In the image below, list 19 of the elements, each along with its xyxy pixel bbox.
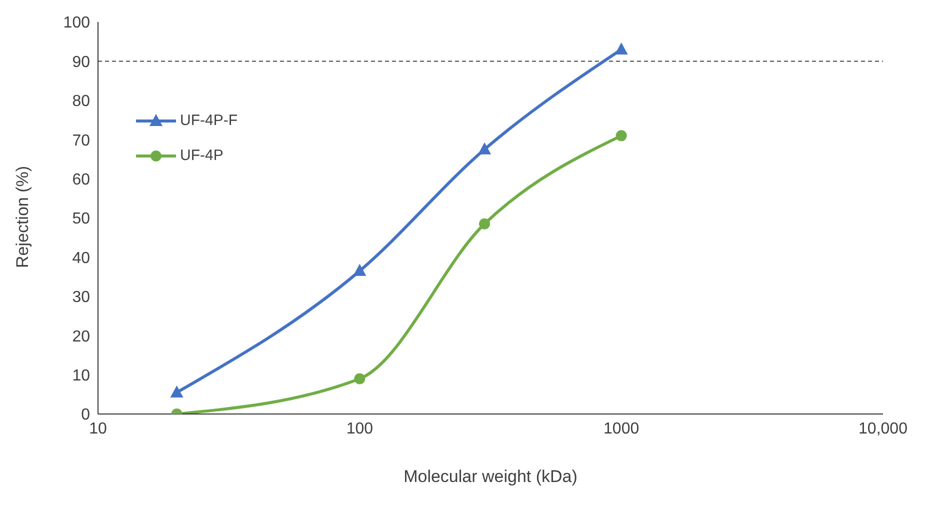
x-tick-label: 1000 [604, 420, 640, 438]
y-tick-label: 60 [72, 171, 90, 188]
y-tick-label: 30 [72, 289, 90, 306]
x-axis-title: Molecular weight (kDa) [404, 467, 578, 486]
y-tick-label: 100 [63, 14, 90, 32]
legend-label: UF-4P [180, 147, 224, 164]
y-tick-label: 50 [72, 210, 90, 228]
x-tick-label: 10 [89, 420, 107, 438]
y-tick-label: 10 [72, 367, 90, 384]
x-tick-label: 100 [346, 420, 374, 438]
x-tick-label: 10,000 [858, 420, 908, 438]
legend-label: UF-4P-F [180, 112, 238, 129]
y-tick-label: 80 [72, 93, 90, 110]
y-tick-label: 0 [81, 406, 90, 424]
y-tick-label: 70 [72, 132, 90, 150]
y-tick-label: 20 [72, 328, 90, 346]
y-tick-label: 40 [72, 250, 90, 267]
y-tick-label: 90 [72, 54, 90, 71]
y-axis-title: Rejection (%) [13, 166, 32, 268]
